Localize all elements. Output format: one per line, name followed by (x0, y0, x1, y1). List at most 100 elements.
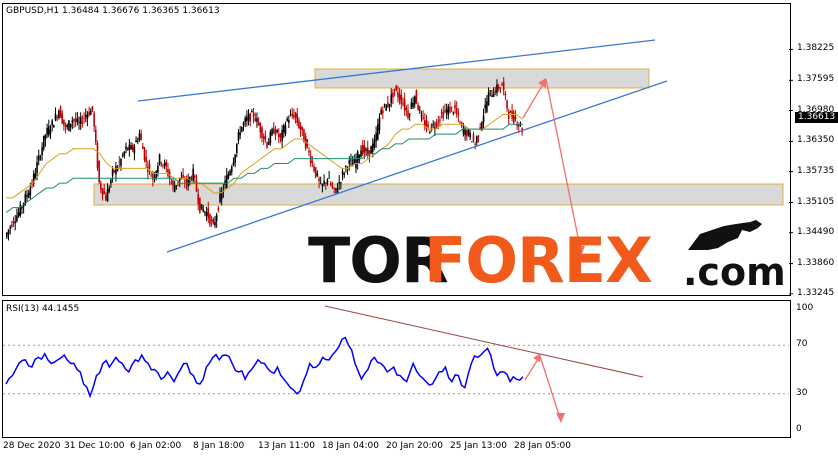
candle-body (462, 129, 465, 134)
candlestick-series (6, 77, 523, 241)
time-tick-label: 28 Dec 2020 (3, 441, 61, 451)
candle-body (481, 122, 483, 130)
candle-body (368, 150, 371, 156)
candle-body (49, 130, 52, 134)
candle-body (32, 173, 35, 184)
candle-body (61, 113, 64, 124)
price-tick-label: 1.33860 (797, 257, 835, 268)
candle-body (487, 92, 490, 106)
candle-body (121, 155, 124, 156)
logo-forex-text: FOREX (424, 224, 653, 297)
candle-body (518, 124, 520, 127)
forecast-arrow-rsi (524, 353, 565, 423)
candle-body (128, 144, 131, 150)
candle-body (400, 95, 403, 104)
candle-body (84, 114, 87, 117)
candle-body (115, 166, 117, 175)
resistance-zone[interactable] (314, 68, 650, 89)
candle-body (167, 168, 169, 176)
candle-body (103, 190, 105, 194)
candle-body (328, 177, 330, 179)
candle-body (158, 154, 161, 164)
candle-body (6, 232, 8, 238)
candle-body (234, 154, 236, 163)
candle-body (131, 144, 134, 151)
candle-body (269, 132, 272, 143)
candle-body (509, 110, 512, 113)
candle-body (353, 159, 356, 164)
candle-body (11, 224, 13, 227)
candle-body (242, 122, 245, 126)
candle-body (190, 179, 193, 181)
candle-body (455, 108, 458, 114)
candle-body (138, 133, 141, 141)
candle-body (393, 88, 396, 91)
candle-body (472, 134, 475, 142)
candle-body (217, 208, 220, 211)
candle-body (212, 219, 215, 224)
candle-body (506, 100, 508, 109)
candle-body (264, 135, 267, 141)
time-tick-label: 31 Dec 10:00 (64, 441, 125, 451)
candle-body (44, 134, 47, 140)
candle-body (373, 140, 376, 148)
candle-body (274, 129, 277, 136)
candle-body (74, 118, 77, 122)
open-value: 1.36484 (62, 6, 100, 16)
channel-lower-line[interactable] (166, 80, 668, 253)
candle-body (88, 111, 90, 116)
candle-body (504, 93, 507, 96)
candle-body (383, 104, 386, 105)
candle-body (413, 96, 416, 105)
candle-body (59, 106, 62, 119)
candle-body (170, 182, 173, 184)
candle-body (194, 175, 196, 178)
candle-body (202, 209, 205, 212)
candle-body (452, 112, 455, 114)
candle-body (444, 110, 446, 112)
candle-body (64, 124, 67, 127)
candle-body (262, 136, 265, 139)
candle-body (53, 125, 55, 128)
candle-body (492, 93, 495, 97)
support-zone[interactable] (93, 183, 784, 206)
candle-body (402, 103, 404, 105)
moving-average-slow (5, 123, 523, 213)
candle-body (215, 215, 218, 222)
candle-body (293, 115, 295, 118)
candle-body (210, 219, 213, 222)
candle-body (405, 108, 408, 111)
candle-body (76, 118, 79, 123)
channel-upper-line[interactable] (137, 39, 656, 102)
candle-body (447, 106, 450, 115)
time-tick-label: 25 Jan 13:00 (450, 441, 507, 451)
candle-body (311, 161, 314, 164)
candle-body (27, 193, 30, 198)
candle-body (187, 177, 189, 187)
rsi-panel[interactable] (2, 300, 791, 438)
candle-body (236, 143, 238, 153)
candle-body (277, 133, 280, 138)
candle-body (192, 168, 194, 181)
price-tick-label: 1.38225 (797, 43, 835, 54)
price-tick-label: 1.33245 (797, 287, 835, 298)
candle-body (408, 114, 411, 116)
candle-body (309, 155, 312, 164)
symbol-label: GBPUSD,H1 (6, 6, 60, 16)
candle-body (387, 102, 389, 108)
candle-body (388, 103, 391, 107)
candle-body (449, 107, 451, 113)
candle-body (385, 104, 387, 111)
candle-body (68, 120, 70, 131)
candle-body (56, 116, 58, 118)
time-tick-label: 28 Jan 05:00 (514, 441, 571, 451)
candle-body (294, 112, 297, 118)
candle-body (429, 131, 431, 134)
candle-body (220, 190, 223, 200)
candle-body (469, 132, 471, 138)
candle-body (375, 132, 377, 141)
rsi-trend-line[interactable] (324, 305, 644, 378)
candle-body (261, 127, 263, 138)
candle-body (434, 127, 436, 130)
